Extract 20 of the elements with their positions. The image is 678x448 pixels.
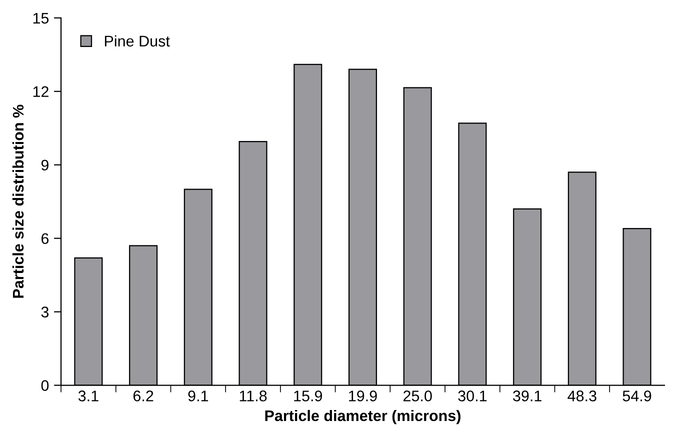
y-tick-label: 6	[41, 233, 49, 244]
x-tick-label: 15.9	[294, 390, 322, 402]
x-tick-label: 11.8	[240, 390, 267, 402]
x-tick-label: 19.9	[349, 390, 377, 402]
x-tick-label: 3.1	[78, 390, 98, 402]
x-tick-label: 9.1	[188, 390, 208, 402]
x-tick-label: 6.2	[133, 390, 154, 402]
y-tick-label: 15	[33, 12, 49, 24]
y-tick-label: 9	[41, 160, 48, 171]
y-tick-label: 3	[41, 306, 49, 318]
x-axis-title: Particle diameter (microns)	[265, 410, 460, 424]
legend-label: Pine Dust	[104, 35, 170, 47]
y-tick-label: 0	[41, 380, 49, 391]
y-axis-title: Particle size distribution %	[12, 104, 24, 298]
y-tick-label: 12	[33, 86, 48, 97]
x-tick-label: 39.1	[513, 390, 542, 402]
x-tick-label: 30.1	[458, 390, 487, 402]
x-tick-label: 54.9	[622, 390, 652, 402]
x-tick-label: 25.0	[403, 390, 432, 402]
x-tick-label: 48.3	[568, 390, 596, 402]
